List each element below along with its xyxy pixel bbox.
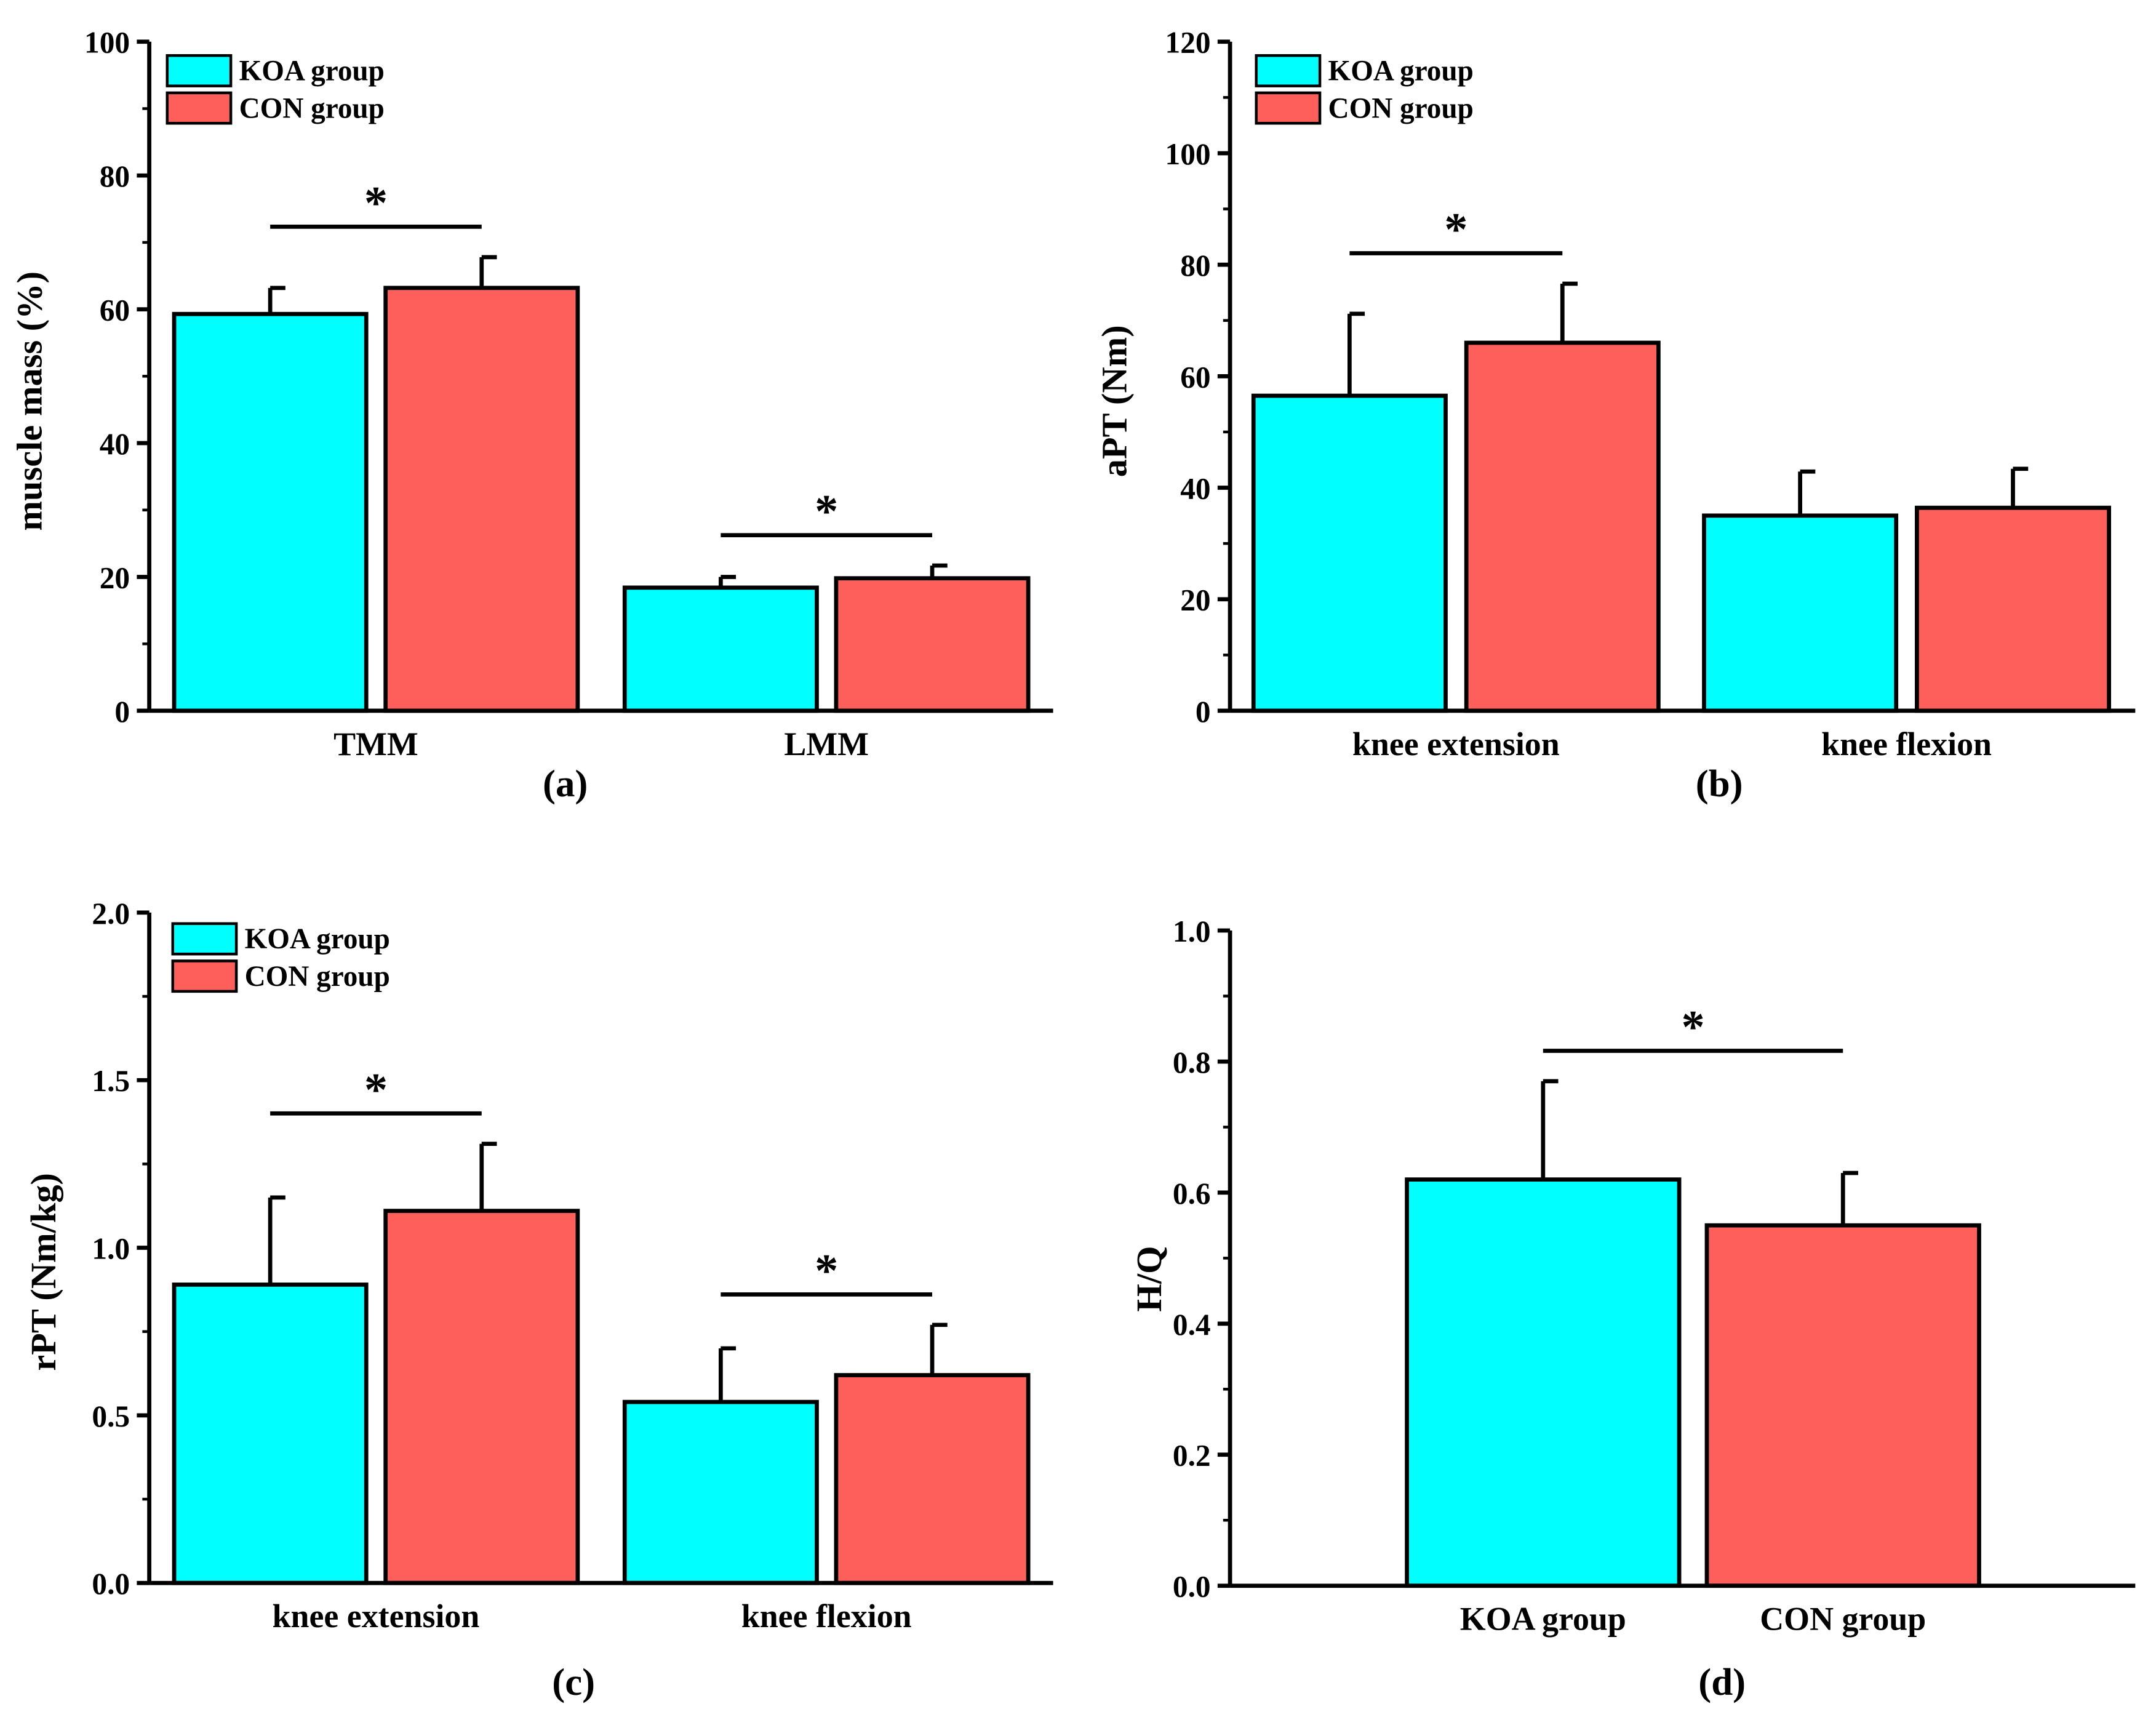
legend-label: CON group xyxy=(1328,92,1474,124)
bar xyxy=(1405,1177,1682,1588)
y-tick-label: 100 xyxy=(84,26,130,60)
y-tick-label: 1.0 xyxy=(1173,915,1211,948)
legend-swatch xyxy=(1255,54,1322,87)
legend-label: CON group xyxy=(239,92,385,124)
bar xyxy=(1464,340,1661,713)
panel-c: knee extension knee flexion 0.0 0.5 1.0 1.5 2.… xyxy=(23,897,1053,1703)
significance-star: * xyxy=(815,485,838,537)
bar xyxy=(383,286,580,713)
legend-swatch xyxy=(166,54,233,87)
x-tick-label: KOA group xyxy=(1460,1601,1626,1638)
y-tick-label: 0.0 xyxy=(92,1567,130,1601)
panel-d: KOA group CON group 0.0 0.2 0.4 0.6 0.8 1.0 H/Q (… xyxy=(1129,915,2136,1703)
significance-star: * xyxy=(364,1063,388,1116)
y-tick-label: 40 xyxy=(100,427,130,461)
y-tick-label: 0.2 xyxy=(1173,1439,1211,1473)
bar xyxy=(1915,505,2111,713)
bar xyxy=(1704,1223,1981,1588)
y-axis-label: aPT (Nm) xyxy=(1095,325,1135,477)
x-tick-label: LMM xyxy=(784,726,869,762)
panel-label: (d) xyxy=(1698,1660,1746,1703)
x-tick-label: TMM xyxy=(333,726,418,762)
bar xyxy=(1702,513,1899,713)
significance-star: * xyxy=(364,177,388,229)
y-tick-label: 80 xyxy=(1180,249,1210,282)
y-tick-label: 80 xyxy=(100,159,130,193)
y-tick-label: 0.8 xyxy=(1173,1046,1211,1079)
bar xyxy=(172,1283,369,1585)
legend-label: KOA group xyxy=(1328,55,1474,87)
legend-label: CON group xyxy=(245,961,390,993)
y-tick-label: 20 xyxy=(1180,583,1210,617)
y-tick-label: 1.0 xyxy=(92,1232,130,1266)
x-tick-label: knee flexion xyxy=(741,1598,912,1635)
panel-b: knee extension knee flexion 0 20 40 60 80 100 12… xyxy=(1095,26,2136,805)
bar xyxy=(622,1399,819,1585)
y-tick-label: 0 xyxy=(114,695,130,729)
panel-label: (b) xyxy=(1696,762,1743,805)
legend-swatch xyxy=(171,959,238,993)
bar xyxy=(834,576,1031,713)
y-axis-label: H/Q xyxy=(1129,1246,1169,1312)
bar xyxy=(383,1209,580,1585)
y-tick-label: 60 xyxy=(1180,360,1210,394)
x-tick-label: knee extension xyxy=(273,1598,480,1635)
x-tick-label: knee flexion xyxy=(1821,726,1992,762)
y-tick-label: 0.4 xyxy=(1173,1308,1211,1342)
y-tick-label: 60 xyxy=(100,294,130,327)
bar xyxy=(622,585,819,713)
legend-swatch xyxy=(1255,91,1322,125)
x-tick-label: knee extension xyxy=(1352,726,1560,762)
y-tick-label: 0 xyxy=(1196,695,1211,729)
significance-star: * xyxy=(815,1244,838,1297)
x-tick-label: CON group xyxy=(1760,1601,1926,1638)
y-axis-label: muscle mass (%) xyxy=(9,271,49,531)
legend-swatch xyxy=(171,922,238,956)
panel-label: (c) xyxy=(552,1660,595,1703)
panel-label: (a) xyxy=(543,762,588,805)
panel-a: TMM LMM 0 20 40 60 80 100 muscle mass (%) (a) * * KO… xyxy=(9,26,1053,805)
y-tick-label: 0.6 xyxy=(1173,1177,1211,1211)
y-axis-label: rPT (Nm/kg) xyxy=(23,1173,63,1371)
y-tick-label: 120 xyxy=(1165,26,1211,60)
y-tick-label: 0.5 xyxy=(92,1399,130,1433)
legend-label: KOA group xyxy=(245,923,390,955)
bar xyxy=(1251,393,1448,713)
legend-swatch xyxy=(166,91,233,125)
y-tick-label: 1.5 xyxy=(92,1064,130,1098)
y-tick-label: 0.0 xyxy=(1173,1570,1211,1604)
bar xyxy=(834,1373,1031,1585)
significance-star: * xyxy=(1444,203,1467,255)
y-tick-label: 100 xyxy=(1165,137,1211,171)
bar xyxy=(172,311,369,713)
y-tick-label: 40 xyxy=(1180,471,1210,505)
y-tick-label: 2.0 xyxy=(92,897,130,931)
significance-star: * xyxy=(1681,1001,1704,1053)
legend-label: KOA group xyxy=(239,55,385,87)
y-tick-label: 20 xyxy=(100,561,130,594)
